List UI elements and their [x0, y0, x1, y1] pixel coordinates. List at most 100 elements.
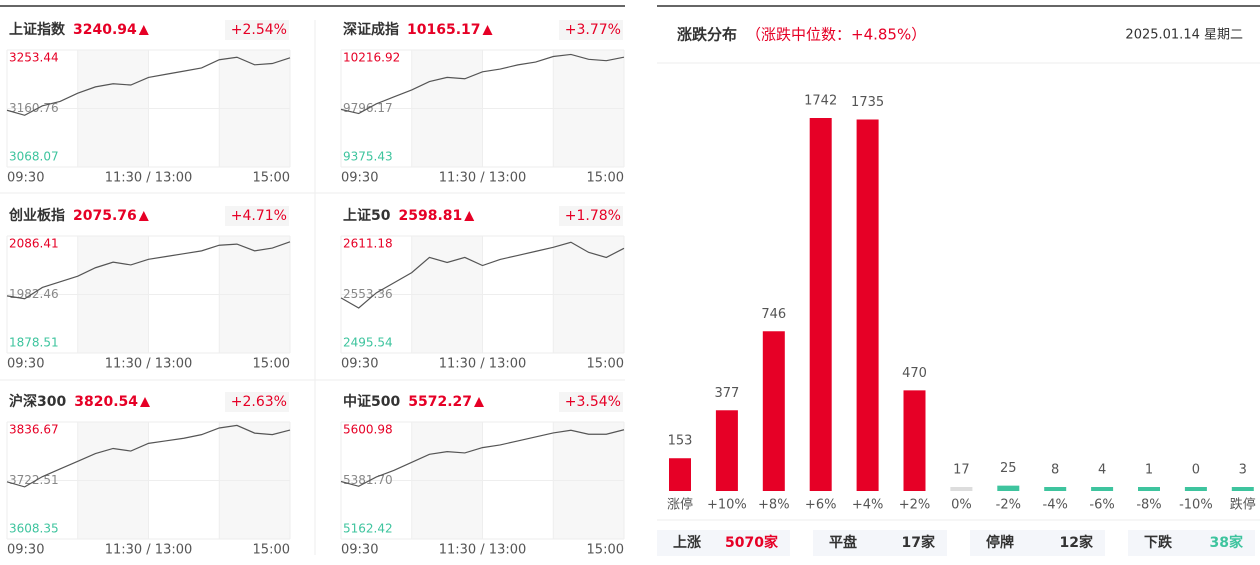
index-change: +4.71% — [231, 208, 287, 224]
summary-value: 5070家 — [725, 534, 779, 551]
index-change: +2.63% — [231, 394, 287, 410]
change-box — [559, 20, 623, 40]
y-tick-label: 9375.43 — [343, 150, 393, 164]
up-arrow — [138, 211, 149, 221]
y-tick-label: 2553.36 — [343, 287, 393, 301]
x-tick-label: 15:00 — [587, 357, 624, 372]
change-box — [559, 206, 623, 226]
index-line — [340, 241, 625, 309]
x-tick-label: -6% — [1089, 498, 1114, 513]
change-box — [225, 20, 289, 40]
index-change: +3.54% — [565, 394, 621, 410]
bar-value: 470 — [902, 366, 927, 381]
bar-value: 17 — [953, 463, 970, 478]
summary-box — [1128, 530, 1255, 556]
x-tick-label: +8% — [758, 498, 790, 513]
x-tick-label: 15:00 — [587, 543, 624, 558]
index-price: 3820.54 — [74, 394, 138, 410]
x-tick-label: 涨停 — [667, 497, 693, 513]
y-tick-label: 3253.44 — [9, 51, 59, 65]
index-line — [340, 429, 625, 487]
x-tick-label: 09:30 — [7, 543, 44, 558]
y-tick-label: 3068.07 — [9, 150, 59, 164]
index-name: 中证500 — [343, 393, 400, 410]
bar — [1044, 487, 1067, 491]
summary-box — [970, 530, 1105, 556]
x-tick-label: 09:30 — [7, 171, 44, 186]
summary-label: 平盘 — [829, 534, 857, 551]
y-tick-label: 2086.41 — [9, 237, 59, 251]
x-tick-label: -10% — [1179, 498, 1213, 513]
summary-label: 停牌 — [986, 534, 1014, 551]
index-name: 创业板指 — [8, 207, 65, 224]
x-tick-label: 09:30 — [341, 171, 378, 186]
x-tick-label: +6% — [805, 498, 837, 513]
y-tick-label: 10216.92 — [343, 51, 400, 65]
x-tick-label: -4% — [1043, 498, 1068, 513]
up-arrow — [138, 25, 149, 35]
index-line — [6, 56, 291, 116]
index-change: +2.54% — [231, 22, 287, 38]
summary-box — [813, 530, 947, 556]
x-tick-label: 15:00 — [253, 357, 290, 372]
x-tick-label: -8% — [1136, 498, 1161, 513]
y-tick-label: 2611.18 — [343, 237, 393, 251]
x-tick-label: 15:00 — [587, 171, 624, 186]
x-tick-label: 11:30 / 13:00 — [439, 171, 527, 186]
bar-value: 1742 — [804, 94, 837, 109]
y-tick-label: 5600.98 — [343, 423, 393, 437]
summary-label: 下跌 — [1144, 535, 1173, 551]
y-tick-label: 2495.54 — [343, 336, 393, 350]
bar-value: 0 — [1192, 463, 1200, 478]
bar — [950, 487, 973, 491]
bar-subtitle: （涨跌中位数：+4.85%） — [746, 26, 926, 44]
bar-value: 25 — [1000, 461, 1017, 476]
summary-value: 17家 — [902, 534, 936, 551]
index-name: 沪深300 — [9, 393, 66, 410]
bar-value: 746 — [761, 307, 786, 322]
index-price: 5572.27 — [408, 394, 472, 410]
bar — [809, 118, 832, 491]
bar — [1184, 487, 1207, 491]
bar — [762, 331, 785, 491]
index-name: 上证指数 — [9, 21, 66, 38]
bar — [715, 410, 738, 491]
x-tick-label: 11:30 / 13:00 — [439, 357, 527, 372]
x-tick-label: 15:00 — [253, 543, 290, 558]
x-tick-label: +2% — [899, 498, 931, 513]
index-line — [6, 424, 291, 488]
x-tick-label: 15:00 — [253, 171, 290, 186]
x-tick-label: 11:30 / 13:00 — [105, 357, 193, 372]
x-tick-label: +10% — [707, 498, 747, 513]
change-box — [225, 206, 289, 226]
y-tick-label: 5381.70 — [343, 473, 393, 487]
bar — [669, 458, 691, 491]
bar-value: 1735 — [851, 95, 884, 110]
bar-title: 涨跌分布 — [677, 26, 737, 44]
x-tick-label: 09:30 — [341, 543, 378, 558]
up-arrow — [474, 397, 484, 407]
bar-value: 377 — [714, 386, 739, 401]
change-box — [225, 392, 289, 412]
bar-value: 153 — [668, 434, 693, 449]
y-tick-label: 3836.67 — [9, 423, 59, 437]
index-price: 3240.94 — [73, 22, 137, 38]
index-name: 深证成指 — [343, 21, 399, 38]
bar-value: 8 — [1051, 463, 1059, 478]
index-name: 上证50 — [343, 208, 391, 224]
y-tick-label: 3608.35 — [9, 522, 59, 536]
index-price: 10165.17 — [407, 22, 481, 38]
x-tick-label: 09:30 — [7, 357, 44, 372]
x-tick-label: -2% — [996, 498, 1021, 513]
y-tick-label: 5162.42 — [343, 522, 393, 536]
x-tick-label: 0% — [951, 498, 972, 513]
x-tick-label: +4% — [852, 498, 884, 513]
y-tick-label: 1982.46 — [9, 287, 59, 301]
up-arrow — [482, 25, 493, 35]
x-tick-label: 11:30 / 13:00 — [105, 171, 193, 186]
bar-value: 1 — [1145, 463, 1153, 478]
bar — [1231, 487, 1254, 491]
summary-value: 38家 — [1210, 534, 1244, 551]
